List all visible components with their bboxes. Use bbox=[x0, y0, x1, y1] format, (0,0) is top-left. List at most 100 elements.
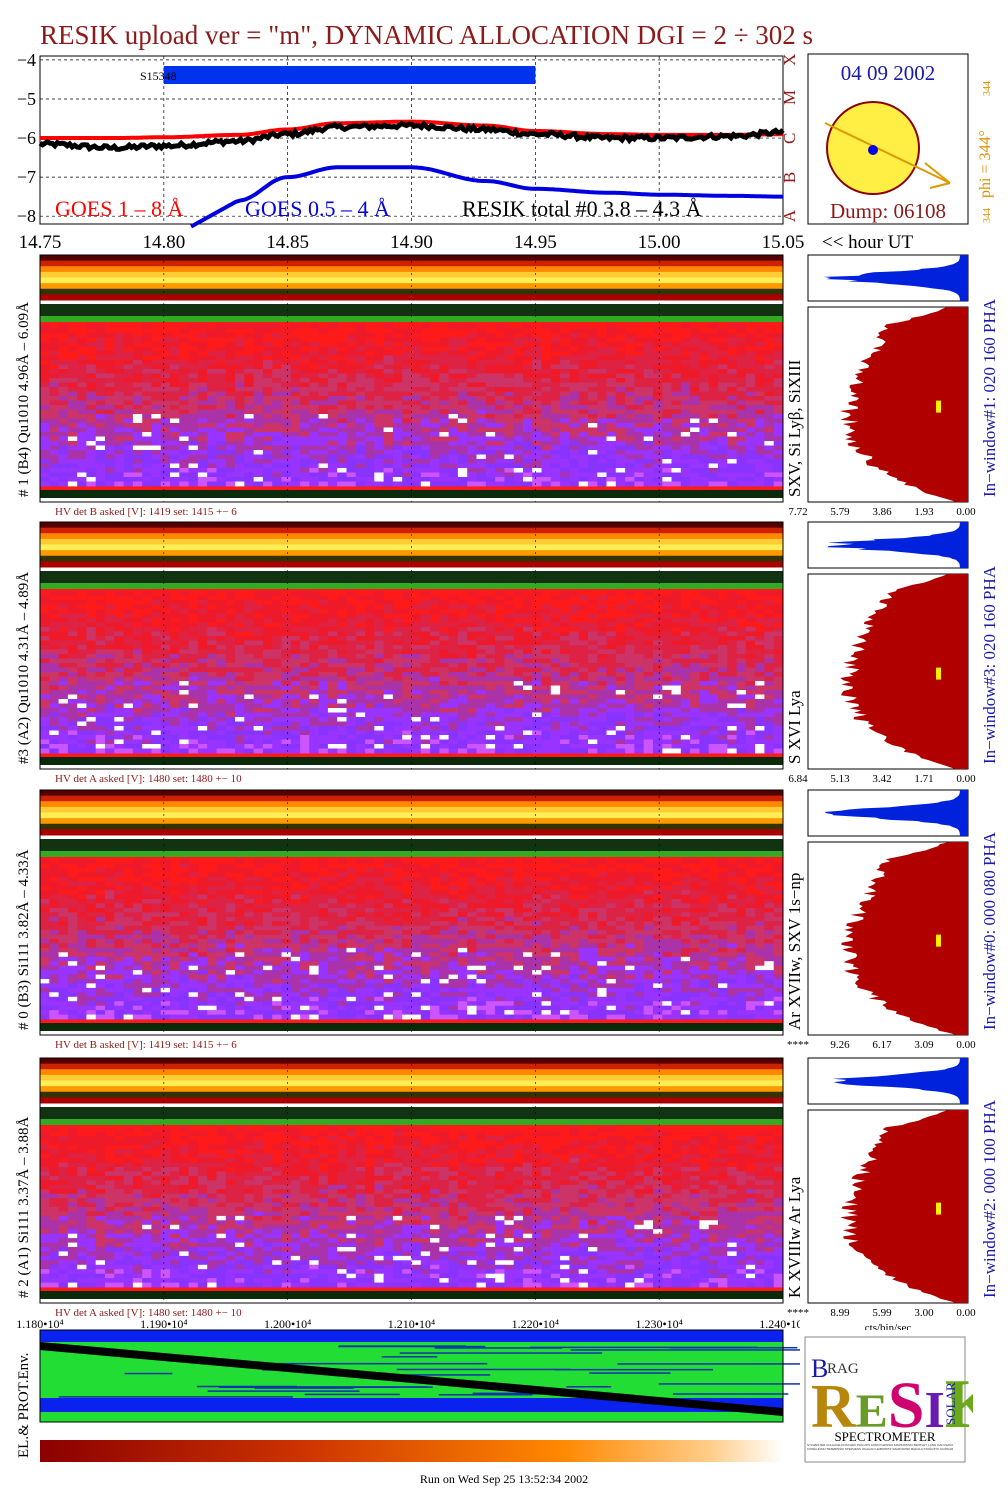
heatmap-cell bbox=[151, 730, 162, 736]
heatmap-cell bbox=[77, 694, 87, 700]
heatmap-cell bbox=[588, 355, 598, 361]
heatmap-cell bbox=[588, 667, 598, 673]
heatmap-cell bbox=[67, 622, 78, 628]
heatmap-cell bbox=[281, 427, 292, 433]
heatmap-cell bbox=[430, 600, 440, 605]
heatmap-cell bbox=[383, 391, 394, 397]
heatmap-cell bbox=[318, 703, 329, 709]
heatmap-cell bbox=[680, 436, 691, 442]
heatmap-cell bbox=[569, 481, 580, 487]
heatmap-cell bbox=[300, 685, 310, 691]
heatmap-cell bbox=[197, 600, 208, 605]
heatmap-cell bbox=[764, 441, 775, 446]
heatmap-cell bbox=[170, 427, 180, 433]
heatmap-cell bbox=[132, 387, 143, 392]
heatmap-cell bbox=[411, 721, 422, 727]
heatmap-cell bbox=[114, 672, 124, 677]
heatmap-cell bbox=[392, 472, 403, 478]
heatmap-cell bbox=[727, 445, 737, 451]
heatmap-cell bbox=[634, 468, 645, 473]
heatmap-cell bbox=[569, 454, 580, 460]
heatmap-cell bbox=[216, 450, 227, 455]
heatmap-cell bbox=[606, 445, 617, 451]
observation-band bbox=[163, 66, 536, 84]
goes-class-label: A bbox=[780, 209, 799, 222]
heatmap-cell bbox=[764, 400, 775, 406]
heatmap-cell bbox=[300, 591, 310, 596]
heatmap-cell bbox=[504, 595, 515, 601]
heatmap-cell bbox=[411, 640, 422, 646]
heatmap-cell bbox=[327, 378, 338, 383]
heatmap-cell bbox=[448, 337, 459, 343]
heatmap-cell bbox=[699, 640, 710, 646]
heatmap-cell bbox=[606, 355, 617, 361]
heatmap-cell bbox=[495, 382, 505, 388]
heatmap-cell bbox=[179, 708, 189, 713]
heatmap-cell bbox=[467, 405, 477, 410]
heatmap-cell bbox=[606, 472, 617, 478]
heatmap-cell bbox=[653, 427, 663, 433]
heatmap-cell bbox=[105, 436, 115, 442]
heatmap-cell bbox=[560, 364, 570, 370]
heatmap-cell bbox=[476, 387, 487, 392]
heatmap-cell bbox=[495, 346, 505, 352]
heatmap-cell bbox=[309, 405, 319, 410]
heatmap-cell bbox=[745, 400, 756, 406]
heatmap-cell bbox=[123, 699, 134, 704]
heatmap-cell bbox=[634, 445, 645, 451]
heatmap-cell bbox=[160, 387, 171, 392]
heatmap-cell bbox=[671, 667, 682, 673]
heatmap-cell bbox=[67, 405, 78, 410]
heatmap-cell bbox=[365, 726, 375, 731]
heatmap-cell bbox=[560, 667, 570, 673]
heatmap-cell bbox=[49, 405, 59, 410]
heatmap-cell bbox=[392, 337, 403, 343]
heatmap-cell bbox=[346, 672, 357, 677]
heatmap-cell bbox=[569, 441, 580, 446]
heatmap-cell bbox=[355, 445, 366, 451]
heatmap-cell bbox=[773, 726, 784, 731]
heatmap-cell bbox=[327, 694, 338, 700]
heatmap-cell bbox=[634, 450, 645, 455]
heatmap-cell bbox=[745, 645, 756, 650]
heatmap-cell bbox=[485, 472, 496, 478]
heatmap-cell bbox=[597, 355, 607, 361]
heatmap-cell bbox=[504, 730, 515, 736]
heatmap-cell bbox=[262, 459, 273, 464]
heatmap-cell bbox=[327, 622, 338, 628]
heatmap-cell bbox=[95, 459, 106, 464]
heatmap-cell bbox=[457, 418, 468, 424]
heatmap-cell bbox=[309, 631, 319, 637]
heatmap-cell bbox=[653, 481, 663, 487]
heatmap-cell bbox=[523, 726, 533, 731]
heatmap-cell bbox=[541, 699, 552, 704]
heatmap-cell bbox=[179, 600, 189, 605]
heatmap-cell bbox=[188, 423, 199, 428]
heatmap-cell bbox=[755, 387, 765, 392]
heatmap-cell bbox=[550, 730, 561, 736]
heatmap-cell bbox=[420, 472, 431, 478]
heatmap-cell bbox=[448, 355, 459, 361]
heatmap-cell bbox=[383, 685, 394, 691]
heatmap-cell bbox=[523, 396, 533, 401]
heatmap-cell bbox=[327, 730, 338, 736]
heatmap-cell bbox=[773, 418, 784, 424]
heatmap-cell bbox=[327, 604, 338, 610]
heatmap-cell bbox=[188, 472, 199, 478]
heatmap-cell bbox=[262, 405, 273, 410]
heatmap-cell bbox=[123, 409, 134, 415]
heatmap-cell bbox=[67, 459, 78, 464]
heatmap-cell bbox=[86, 712, 97, 718]
heatmap-cell bbox=[123, 654, 134, 659]
heatmap-cell bbox=[773, 405, 784, 410]
heatmap-cell bbox=[643, 631, 654, 637]
heatmap-cell bbox=[718, 414, 728, 419]
heatmap-cell bbox=[207, 708, 217, 713]
heatmap-cell bbox=[225, 355, 236, 361]
heatmap-cell bbox=[327, 618, 338, 623]
heatmap-cell bbox=[662, 378, 672, 383]
heatmap-cell bbox=[95, 631, 106, 637]
heatmap-cell bbox=[197, 481, 208, 487]
heatmap-cell bbox=[132, 658, 143, 664]
heatmap-cell bbox=[170, 351, 180, 356]
